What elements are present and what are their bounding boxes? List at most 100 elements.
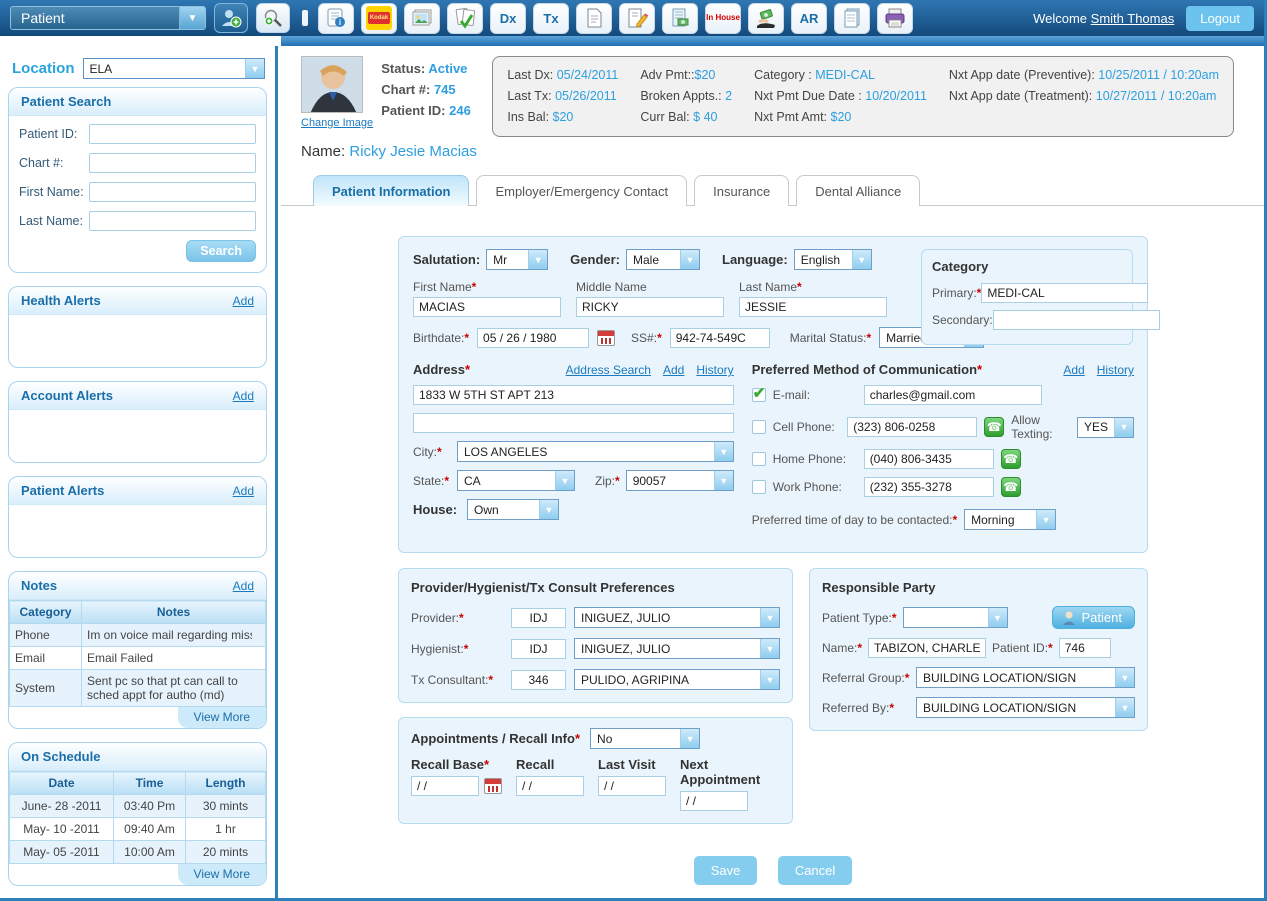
- hygienist-code-field[interactable]: [511, 639, 566, 659]
- change-image-link[interactable]: Change Image: [301, 117, 373, 129]
- home-phone-call-icon[interactable]: ☎: [1001, 449, 1021, 469]
- hygienist-select[interactable]: INIGUEZ, JULIO▼: [574, 638, 780, 659]
- select-patient-button[interactable]: Patient: [1052, 606, 1135, 629]
- dx-button[interactable]: Dx: [490, 3, 526, 34]
- paper-stack-icon: [841, 7, 863, 29]
- billing-statement-button[interactable]: [662, 3, 698, 34]
- zip-select[interactable]: 90057▼: [626, 470, 734, 491]
- schedule-view-more-link[interactable]: View More: [178, 864, 266, 885]
- treatment-checklist-button[interactable]: [447, 3, 483, 34]
- dx-icon: Dx: [500, 11, 517, 26]
- health-alerts-add-link[interactable]: Add: [233, 294, 254, 308]
- recall-info-select[interactable]: No▼: [590, 728, 700, 749]
- patient-alerts-add-link[interactable]: Add: [233, 484, 254, 498]
- ssn-field[interactable]: [670, 328, 770, 348]
- work-phone-field[interactable]: [864, 477, 994, 497]
- notes-add-link[interactable]: Add: [233, 579, 254, 593]
- cell-phone-checkbox[interactable]: [752, 420, 766, 434]
- responsible-patient-id-field[interactable]: [1059, 638, 1111, 658]
- work-phone-call-icon[interactable]: ☎: [1001, 477, 1021, 497]
- tab-patient-information[interactable]: Patient Information: [313, 175, 469, 206]
- chevron-down-icon: ▼: [1115, 668, 1134, 687]
- home-phone-field[interactable]: [864, 449, 994, 469]
- home-phone-checkbox[interactable]: [752, 452, 766, 466]
- chart-number-input[interactable]: [89, 153, 256, 173]
- patient-id-input[interactable]: [89, 124, 256, 144]
- in-house-button[interactable]: In House: [705, 3, 741, 34]
- cancel-button[interactable]: Cancel: [778, 856, 852, 885]
- birthdate-field[interactable]: [477, 328, 589, 348]
- recall-base-calendar-icon[interactable]: [484, 778, 502, 794]
- progress-notes-button[interactable]: [576, 3, 612, 34]
- kodak-imaging-button[interactable]: Kodak: [361, 3, 397, 34]
- referred-by-select[interactable]: BUILDING LOCATION/SIGN▼: [916, 697, 1135, 718]
- salutation-select[interactable]: Mr▼: [486, 249, 548, 270]
- email-checkbox[interactable]: [752, 388, 766, 402]
- recall-field[interactable]: [516, 776, 584, 796]
- payment-button[interactable]: [748, 3, 784, 34]
- first-name-field[interactable]: [413, 297, 561, 317]
- last-visit-field[interactable]: [598, 776, 666, 796]
- language-select[interactable]: English▼: [794, 249, 872, 270]
- first-name-input[interactable]: [89, 182, 256, 202]
- responsible-name-field[interactable]: [868, 638, 986, 658]
- work-phone-checkbox[interactable]: [752, 480, 766, 494]
- location-select[interactable]: ELA ▼: [83, 58, 266, 79]
- city-select[interactable]: LOS ANGELES▼: [457, 441, 734, 462]
- patient-search-button[interactable]: [256, 3, 290, 33]
- tx-consultant-select[interactable]: PULIDO, AGRIPINA▼: [574, 669, 780, 690]
- account-alerts-add-link[interactable]: Add: [233, 389, 254, 403]
- account-alerts-list: [9, 410, 266, 462]
- gender-select[interactable]: Male▼: [626, 249, 700, 270]
- add-patient-button[interactable]: [214, 3, 248, 33]
- email-field[interactable]: [864, 385, 1042, 405]
- middle-name-field[interactable]: [576, 297, 724, 317]
- provider-code-field[interactable]: [511, 608, 566, 628]
- module-select[interactable]: Patient ▼: [10, 6, 206, 30]
- allow-texting-select[interactable]: YES▼: [1077, 417, 1134, 438]
- address-history-link[interactable]: History: [696, 363, 733, 377]
- state-select[interactable]: CA▼: [457, 470, 575, 491]
- cell-phone-field[interactable]: [847, 417, 977, 437]
- logout-button[interactable]: Logout: [1186, 6, 1254, 31]
- address-search-link[interactable]: Address Search: [566, 363, 651, 377]
- tab-employer-emergency-contact[interactable]: Employer/Emergency Contact: [476, 175, 687, 206]
- appointments-recall-panel: Appointments / Recall Info* No▼ Recall B…: [398, 717, 793, 824]
- address-add-link[interactable]: Add: [663, 363, 684, 377]
- communication-add-link[interactable]: Add: [1063, 363, 1084, 377]
- provider-select[interactable]: INIGUEZ, JULIO▼: [574, 607, 780, 628]
- tab-insurance[interactable]: Insurance: [694, 175, 789, 206]
- save-button[interactable]: Save: [694, 856, 758, 885]
- referral-group-select[interactable]: BUILDING LOCATION/SIGN▼: [916, 667, 1135, 688]
- last-name-field[interactable]: [739, 297, 887, 317]
- recall-base-field[interactable]: [411, 776, 479, 796]
- address-line2-field[interactable]: [413, 413, 734, 433]
- images-button[interactable]: [404, 3, 440, 34]
- category-secondary-input[interactable]: [993, 310, 1160, 330]
- patient-chart-button[interactable]: i: [318, 3, 354, 34]
- house-select[interactable]: Own▼: [467, 499, 559, 520]
- notes-view-more-link[interactable]: View More: [178, 707, 266, 728]
- address-line1-field[interactable]: [413, 385, 734, 405]
- edit-notes-button[interactable]: [619, 3, 655, 34]
- ar-button[interactable]: AR: [791, 3, 827, 34]
- last-name-input[interactable]: [89, 211, 256, 231]
- chevron-down-icon: ▼: [760, 639, 779, 658]
- chevron-down-icon[interactable]: ▼: [179, 7, 205, 29]
- tx-consultant-code-field[interactable]: [511, 670, 566, 690]
- patient-type-select[interactable]: ▼: [903, 607, 1008, 628]
- user-name-link[interactable]: Smith Thomas: [1091, 11, 1175, 26]
- print-button[interactable]: [877, 3, 913, 34]
- birthdate-calendar-icon[interactable]: [597, 330, 615, 346]
- category-primary-input[interactable]: [981, 283, 1148, 303]
- preferred-time-select[interactable]: Morning▼: [964, 509, 1056, 530]
- tx-button[interactable]: Tx: [533, 3, 569, 34]
- search-button[interactable]: Search: [186, 240, 256, 262]
- sidebar: Location ELA ▼ Patient Search Patient ID…: [0, 46, 278, 898]
- cell-phone-call-icon[interactable]: ☎: [984, 417, 1004, 437]
- communication-history-link[interactable]: History: [1097, 363, 1134, 377]
- patient-status-block: Status: Active Chart #: 745 Patient ID: …: [381, 56, 492, 137]
- documents-button[interactable]: [834, 3, 870, 34]
- tab-dental-alliance[interactable]: Dental Alliance: [796, 175, 920, 206]
- next-appointment-field[interactable]: [680, 791, 748, 811]
